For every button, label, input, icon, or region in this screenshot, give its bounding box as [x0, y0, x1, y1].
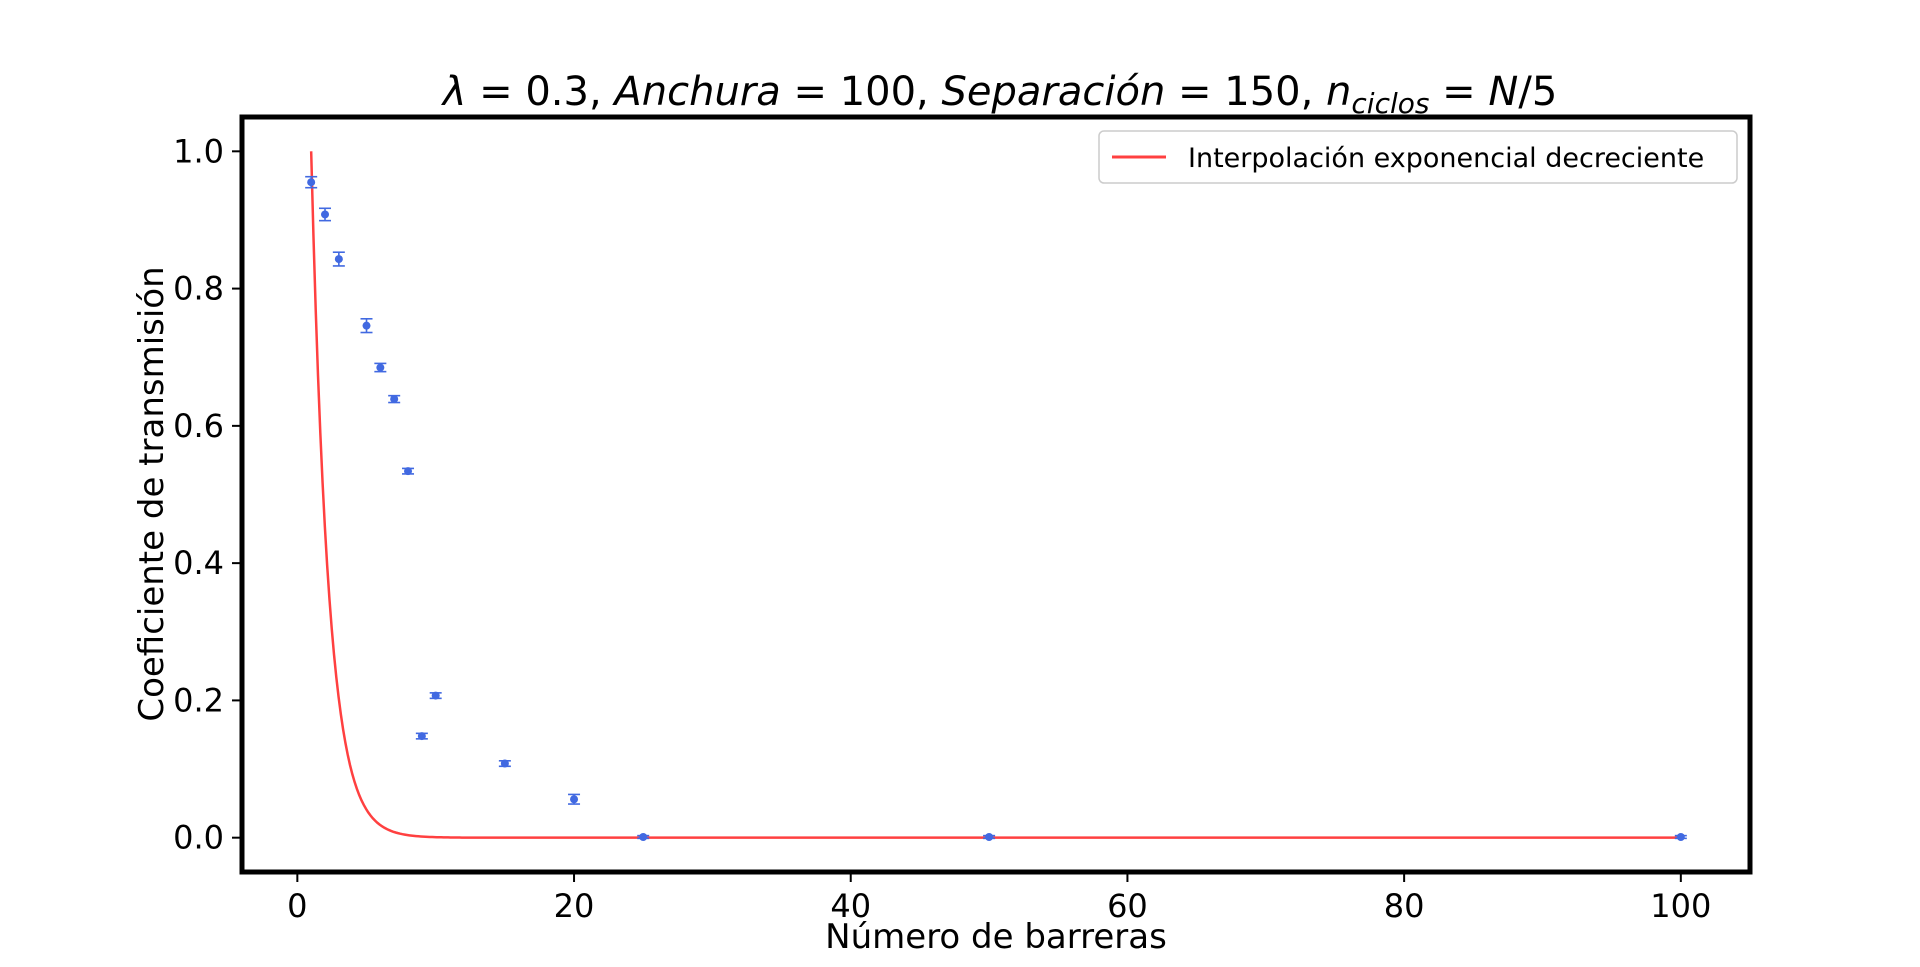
x-tick-label: 80: [1384, 887, 1425, 925]
x-tick-label: 0: [287, 887, 307, 925]
x-tick-label: 20: [554, 887, 595, 925]
data-marker: [1676, 832, 1685, 841]
data-point: [319, 207, 332, 222]
data-point: [332, 251, 345, 267]
y-tick-label: 0.0: [173, 819, 224, 857]
title-N: N: [1488, 69, 1518, 115]
data-point: [305, 175, 318, 189]
data-point: [568, 793, 581, 805]
data-point: [1674, 832, 1687, 841]
data-marker: [390, 395, 399, 404]
data-point: [637, 832, 650, 841]
data-point: [388, 394, 401, 404]
data-marker: [334, 255, 343, 264]
x-tick-label: 40: [830, 887, 871, 925]
data-point: [498, 759, 511, 768]
data-point: [415, 732, 428, 741]
fit-curve: [309, 151, 1681, 839]
data-marker: [570, 795, 579, 804]
data-point: [429, 691, 442, 700]
data-marker: [431, 691, 440, 700]
data-marker: [321, 210, 330, 219]
title-lambda-value: = 0.3,: [466, 69, 614, 115]
x-axis-label: Número de barreras: [825, 917, 1167, 957]
title-fraction: /5: [1518, 69, 1557, 115]
legend-box: [1098, 130, 1738, 184]
legend-label-fit: Interpolación exponencial decreciente: [1188, 143, 1704, 174]
plot-area: [305, 151, 1687, 841]
y-tick-label: 1.0: [173, 132, 224, 170]
legend: Interpolación exponencial decreciente: [1098, 130, 1738, 184]
data-marker: [417, 732, 426, 741]
data-point: [374, 362, 387, 373]
y-tick-label: 0.6: [173, 407, 224, 445]
title-n: n: [1326, 69, 1351, 115]
x-tick-label: 100: [1650, 887, 1711, 925]
y-tick-label: 0.2: [173, 681, 224, 719]
data-marker: [500, 759, 509, 768]
data-marker: [985, 832, 994, 841]
x-tick-label: 60: [1107, 887, 1148, 925]
y-tick-label: 0.4: [173, 544, 224, 582]
plot-frame: [239, 114, 1753, 875]
data-point: [360, 317, 373, 334]
data-point: [983, 832, 996, 841]
data-marker: [376, 363, 385, 372]
title-equals: =: [1429, 69, 1488, 115]
data-marker: [362, 321, 371, 330]
data-point: [402, 467, 415, 476]
y-tick-label: 0.8: [173, 270, 224, 308]
axes-ticks: 0 20 40 60 80 100 0.0 0.2 0.4 0.6 0.8 1.0: [173, 132, 1711, 925]
chart-title: λ = 0.3, Anchura = 100, Separación = 150…: [441, 69, 1558, 120]
y-axis-label: Coeficiente de transmisión: [132, 266, 172, 721]
title-anchura: Anchura: [611, 69, 780, 115]
title-separacion-value: = 150,: [1165, 69, 1326, 115]
data-marker: [639, 832, 648, 841]
title-anchura-value: = 100,: [781, 69, 942, 115]
data-marker: [404, 467, 413, 476]
data-marker: [307, 178, 316, 187]
title-lambda: λ: [441, 69, 467, 115]
title-separacion: Separación: [942, 69, 1166, 115]
